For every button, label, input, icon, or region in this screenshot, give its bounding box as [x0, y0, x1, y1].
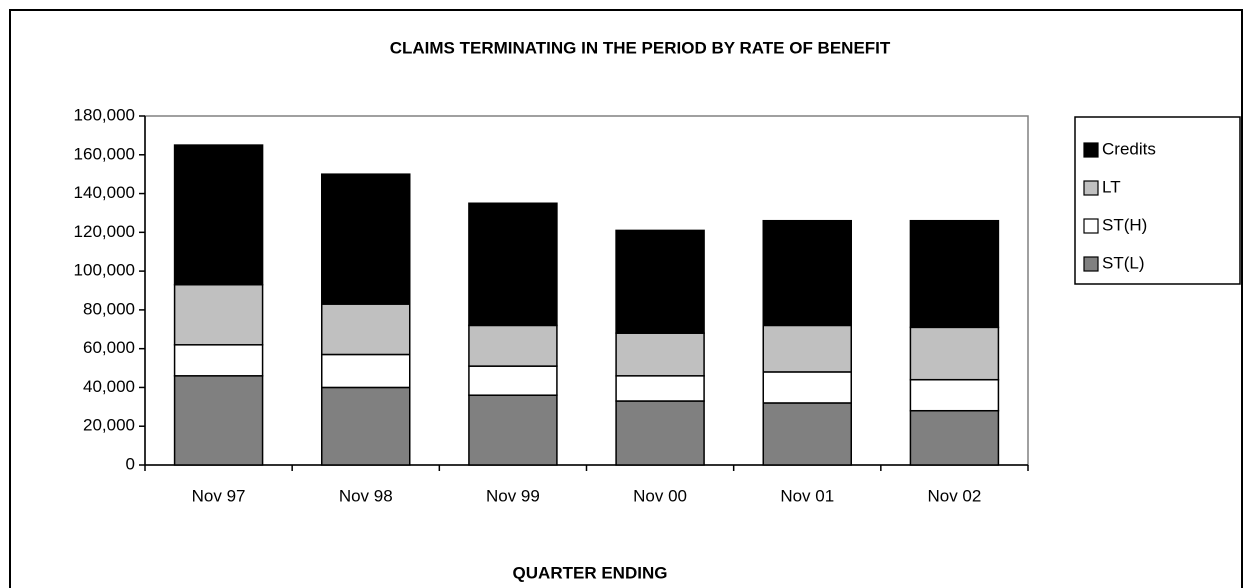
x-tick-label: Nov 01	[780, 486, 834, 505]
y-tick-label: 80,000	[83, 299, 135, 318]
legend	[1074, 116, 1241, 285]
x-tick-label: Nov 00	[633, 486, 687, 505]
bar-segment	[468, 324, 558, 367]
x-tick-label: Nov 02	[927, 486, 981, 505]
y-tick-label: 180,000	[74, 105, 135, 124]
legend-label: ST(L)	[1102, 253, 1145, 272]
y-tick-label: 20,000	[83, 416, 135, 435]
legend-label: ST(H)	[1102, 215, 1147, 234]
bar-segment	[615, 229, 705, 334]
x-tick-label: Nov 98	[339, 486, 393, 505]
legend-swatch	[1083, 142, 1099, 158]
bar-segment	[173, 283, 264, 346]
y-tick-label: 40,000	[83, 377, 135, 396]
bar-segment	[909, 378, 1000, 412]
bar-segment	[173, 344, 264, 377]
bar-segment	[762, 371, 852, 404]
bar-segment	[173, 144, 264, 286]
bar-segment	[321, 353, 411, 389]
bar-segment	[468, 365, 558, 396]
bar-segment	[615, 400, 705, 466]
bar-segment	[762, 324, 852, 373]
plot-area	[144, 115, 1029, 466]
bar-segment	[615, 332, 705, 377]
y-tick-label: 160,000	[74, 144, 135, 163]
legend-label: LT	[1102, 177, 1121, 196]
bar-segment	[468, 394, 558, 466]
x-axis-title: QUARTER ENDING	[513, 563, 668, 582]
legend-swatch	[1083, 218, 1099, 234]
bar-segment	[615, 375, 705, 402]
chart-title: CLAIMS TERMINATING IN THE PERIOD BY RATE…	[390, 38, 891, 57]
y-tick-label: 60,000	[83, 338, 135, 357]
bar-segment	[762, 219, 852, 327]
legend-swatch	[1083, 256, 1099, 272]
bar-segment	[321, 173, 411, 305]
bar-segment	[909, 326, 1000, 381]
bar-segment	[321, 303, 411, 356]
x-tick-label: Nov 99	[486, 486, 540, 505]
bar-segment	[909, 409, 1000, 466]
y-tick-label: 120,000	[74, 222, 135, 241]
x-tick-label: Nov 97	[192, 486, 246, 505]
bar-segment	[762, 402, 852, 466]
y-tick-label: 140,000	[74, 183, 135, 202]
bar-segment	[173, 375, 264, 466]
legend-label: Credits	[1102, 139, 1156, 158]
bar-segment	[321, 386, 411, 466]
legend-swatch	[1083, 180, 1099, 196]
bar-segment	[468, 202, 558, 327]
bar-segment	[909, 219, 1000, 329]
y-tick-label: 0	[126, 454, 135, 473]
y-tick-label: 100,000	[74, 261, 135, 280]
